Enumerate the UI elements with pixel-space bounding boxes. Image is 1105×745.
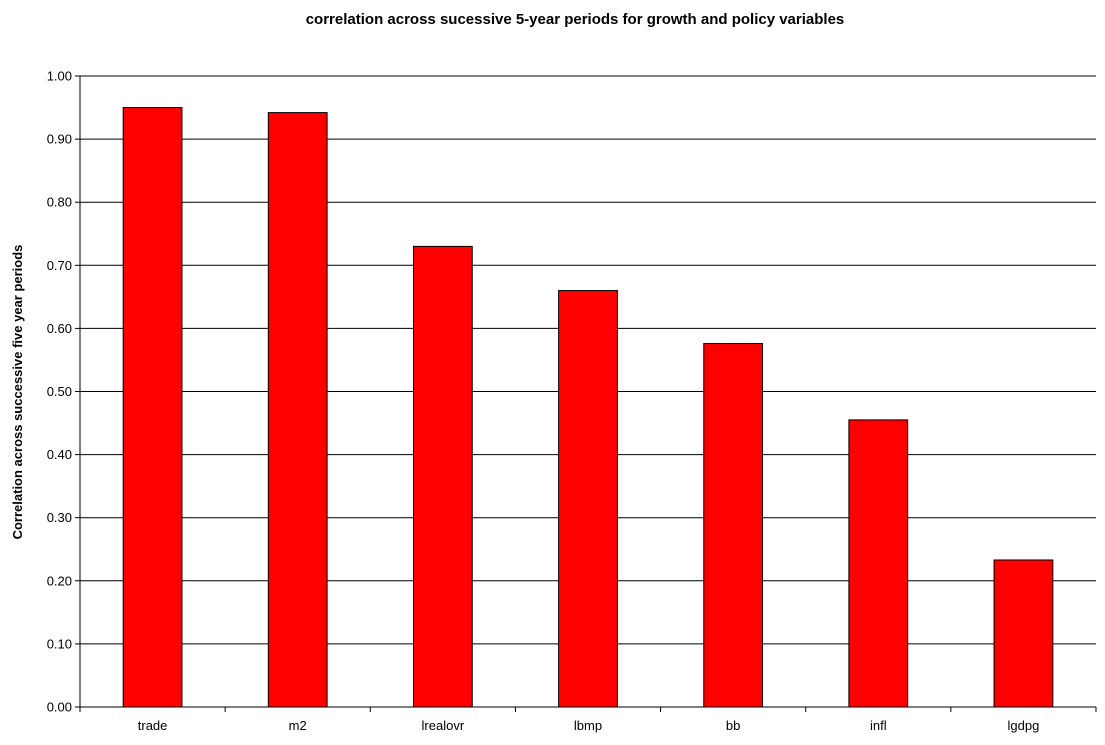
y-axis-label: Correlation across successive five year … bbox=[10, 245, 25, 540]
bar-bb bbox=[703, 343, 764, 708]
y-tick-label: 0.30 bbox=[47, 510, 72, 525]
x-tick-label: lrealovr bbox=[422, 718, 465, 733]
y-tick-label: 0.90 bbox=[47, 132, 72, 147]
x-tick-label: trade bbox=[138, 718, 168, 733]
y-tick-label: 0.60 bbox=[47, 321, 72, 336]
bar-infl bbox=[848, 419, 909, 708]
bars bbox=[122, 107, 1054, 708]
bar-trade bbox=[122, 107, 183, 708]
bar-lbmp bbox=[558, 290, 618, 708]
y-tick-label: 0.70 bbox=[47, 258, 72, 273]
y-tick-label: 0.10 bbox=[47, 636, 72, 651]
y-tick-label: 0.00 bbox=[47, 700, 72, 715]
x-tick-label: m2 bbox=[289, 718, 307, 733]
bar-m2 bbox=[267, 112, 328, 708]
bar-lrealovr bbox=[412, 245, 473, 708]
y-tick-labels: 0.00 0.10 0.20 0.30 0.40 0.50 0.60 0.70 0.80 0.90… bbox=[47, 69, 72, 715]
x-tick-label: infl bbox=[870, 718, 887, 733]
x-tick-label: bb bbox=[726, 718, 740, 733]
bar-lgdpg bbox=[993, 559, 1054, 708]
y-tick-label: 0.20 bbox=[47, 573, 72, 588]
y-tick-label: 0.50 bbox=[47, 384, 72, 399]
x-tick-label: lbmp bbox=[574, 718, 602, 733]
y-tick-label: 0.40 bbox=[47, 447, 72, 462]
x-tick-labels: trade m2 lrealovr lbmp bb infl lgdpg bbox=[138, 718, 1040, 733]
axes bbox=[75, 75, 1097, 712]
y-tick-label: 0.80 bbox=[47, 195, 72, 210]
chart-title: correlation across sucessive 5-year peri… bbox=[306, 11, 845, 28]
y-tick-label: 1.00 bbox=[47, 69, 72, 84]
x-tick-label: lgdpg bbox=[1008, 718, 1040, 733]
